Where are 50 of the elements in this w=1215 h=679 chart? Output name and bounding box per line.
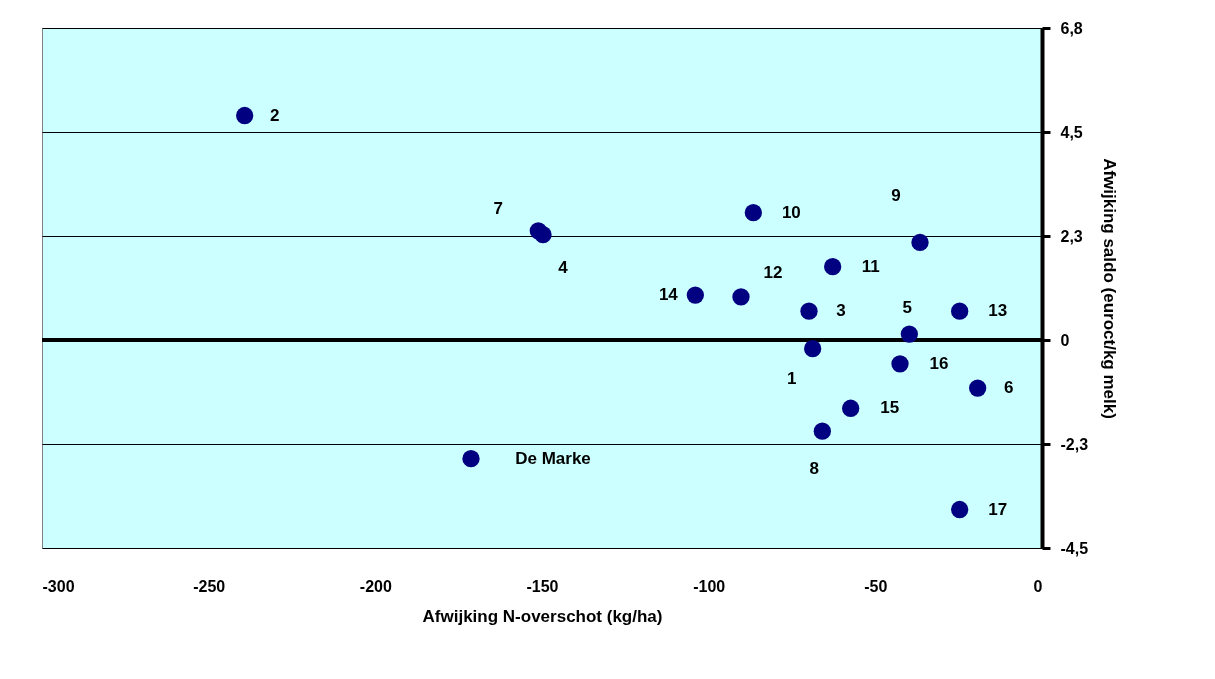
- annotation: 10: [781, 202, 801, 222]
- annotation: 13: [988, 301, 1008, 321]
- x-tick-label: -250: [193, 577, 226, 595]
- point: [732, 288, 750, 306]
- point: [951, 500, 969, 519]
- point: [804, 340, 822, 358]
- annotation: 6: [1003, 378, 1014, 398]
- annotation: 2: [269, 105, 280, 125]
- point: [891, 355, 909, 373]
- point: [686, 286, 704, 304]
- x-tick-label: -300: [42, 577, 75, 595]
- annotation: 16: [929, 353, 949, 373]
- y-axis-title: Afwijking saldo (euroct/kg melk): [1100, 158, 1120, 419]
- annotation: 9: [891, 186, 901, 206]
- x-tick-label: -200: [359, 577, 392, 595]
- x-tick-label: -50: [864, 577, 888, 595]
- point: [842, 399, 860, 417]
- point: [911, 233, 929, 252]
- point: [744, 203, 762, 222]
- point: [462, 450, 480, 468]
- annotation: 8: [809, 459, 820, 479]
- annotation: 17: [988, 499, 1008, 519]
- y-tick-label: 0: [1060, 331, 1070, 349]
- y-tick-label: 4,5: [1060, 123, 1083, 141]
- point: [236, 106, 254, 125]
- point: [824, 258, 842, 276]
- x-tick-label: 0: [1033, 577, 1043, 595]
- y-tick-label: -4,5: [1060, 539, 1089, 557]
- x-tick-label: -100: [693, 577, 726, 595]
- point: [800, 302, 818, 320]
- annotation: 15: [880, 398, 900, 418]
- point: [969, 379, 987, 397]
- y-tick-label: 2,3: [1060, 227, 1083, 245]
- point: [813, 422, 831, 440]
- point: [951, 302, 969, 320]
- x-tick-label: -150: [526, 577, 559, 595]
- annotation: 14: [658, 285, 679, 305]
- annotation: De Marke: [515, 448, 591, 468]
- annotation: 12: [763, 262, 783, 282]
- annotation: 1: [786, 368, 797, 388]
- y-tick-label: -2,3: [1060, 435, 1089, 453]
- annotation: 11: [861, 256, 880, 276]
- annotation: 3: [836, 301, 846, 321]
- annotation: 5: [902, 298, 913, 318]
- y-tick-label: 6,8: [1060, 19, 1083, 37]
- annotation: 4: [558, 257, 569, 277]
- x-axis-title: Afwijking N-overschot (kg/ha): [422, 606, 663, 626]
- point: [900, 325, 918, 343]
- annotation: 7: [493, 198, 504, 218]
- point: [534, 225, 552, 244]
